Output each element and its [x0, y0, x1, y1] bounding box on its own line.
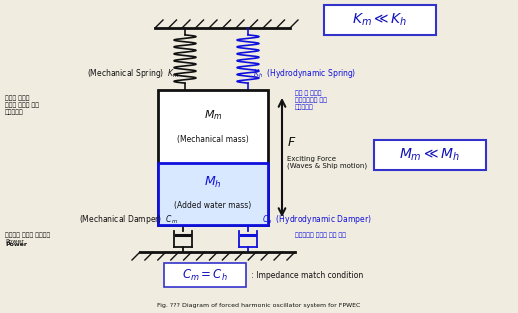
Text: (Mechanical Damper)  $C_m$: (Mechanical Damper) $C_m$: [79, 213, 178, 227]
Text: $M_m$: $M_m$: [204, 109, 222, 122]
Text: $F$: $F$: [287, 136, 296, 149]
Text: Fig. ??? Diagram of forced harmonic oscillator system for FPWEC: Fig. ??? Diagram of forced harmonic osci…: [157, 302, 361, 307]
Text: (Mechanical mass): (Mechanical mass): [177, 135, 249, 144]
FancyBboxPatch shape: [164, 263, 246, 287]
Text: $K_m \ll K_h$: $K_m \ll K_h$: [352, 12, 408, 28]
Text: (Added water mass): (Added water mass): [175, 201, 252, 210]
FancyBboxPatch shape: [324, 5, 436, 35]
Text: Exciting Force
(Waves & Ship motion): Exciting Force (Waves & Ship motion): [287, 156, 367, 169]
Text: $C_h$  (Hydrodynamic Damper): $C_h$ (Hydrodynamic Damper): [262, 213, 372, 227]
Text: $K_h$  (Hydrodynamic Spring): $K_h$ (Hydrodynamic Spring): [253, 66, 356, 80]
Text: : Impedance match condition: : Impedance match condition: [249, 270, 363, 280]
Text: (Mechanical Spring)  $K_m$: (Mechanical Spring) $K_m$: [88, 66, 180, 80]
Text: 전자의 자중의
중심점 이동에 의한
복원스프링: 전자의 자중의 중심점 이동에 의한 복원스프링: [5, 95, 39, 115]
Text: Power: Power: [5, 242, 27, 247]
Text: $C_m = C_h$: $C_m = C_h$: [182, 267, 228, 283]
Text: $M_m \ll M_h$: $M_m \ll M_h$: [399, 147, 461, 163]
Bar: [158, 163, 268, 225]
Text: 수실 내 해수의
수위압력차에 의한
복원스프링: 수실 내 해수의 수위압력차에 의한 복원스프링: [295, 90, 327, 110]
FancyBboxPatch shape: [374, 140, 486, 170]
Text: 유압펌프 구동에 사용되는
Power: 유압펌프 구동에 사용되는 Power: [5, 232, 50, 244]
Text: 진자운동에 수반된 조파 감쇠: 진자운동에 수반된 조파 감쇠: [295, 232, 346, 238]
Bar: [158, 90, 268, 225]
Text: $M_h$: $M_h$: [204, 175, 222, 190]
